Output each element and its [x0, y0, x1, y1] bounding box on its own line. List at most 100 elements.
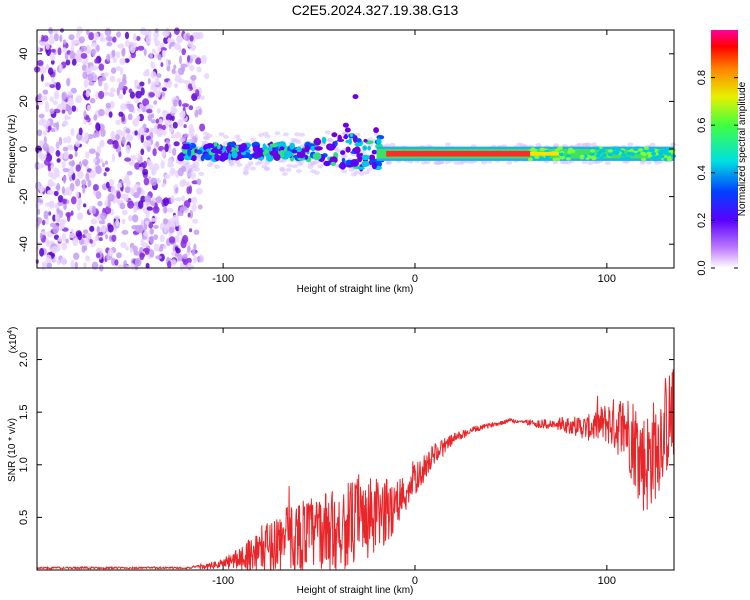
noise-point — [35, 182, 40, 190]
signal-envelope-point — [285, 167, 292, 172]
noise-point — [188, 126, 195, 136]
signal-envelope-point — [324, 130, 331, 135]
noise-point — [175, 247, 181, 254]
signal-envelope-point — [201, 140, 208, 145]
noise-point — [87, 73, 94, 82]
noise-point — [150, 119, 157, 124]
noise-point — [160, 160, 165, 169]
noise-point — [197, 31, 204, 40]
noise-point — [157, 53, 162, 61]
noise-point — [136, 187, 142, 195]
noise-point — [55, 185, 61, 190]
signal-envelope-point — [334, 148, 341, 153]
signal-envelope-point — [576, 142, 583, 147]
noise-point — [142, 98, 150, 107]
signal-envelope-point — [591, 142, 597, 147]
noise-point — [107, 224, 114, 233]
signal-envelope-point — [281, 172, 288, 176]
noise-point — [186, 186, 191, 195]
noise-point — [62, 39, 67, 45]
signal-blob — [616, 147, 621, 152]
noise-point — [61, 109, 66, 114]
signal-blob — [245, 153, 251, 157]
noise-point — [193, 243, 197, 251]
noise-point — [164, 173, 171, 179]
snr-y-label: SNR (10 * v/v) — [7, 418, 18, 482]
signal-blob — [196, 149, 203, 155]
signal-blob — [297, 150, 306, 159]
noise-point — [65, 238, 69, 244]
noise-point — [66, 77, 71, 87]
signal-blob — [646, 151, 652, 156]
noise-point — [121, 48, 126, 57]
noise-point — [109, 75, 116, 83]
noise-point — [159, 234, 165, 243]
noise-point — [101, 224, 107, 233]
noise-point — [111, 153, 116, 163]
signal-envelope-point — [296, 169, 302, 174]
signal-envelope-point — [444, 160, 451, 164]
noise-point — [140, 148, 145, 156]
noise-point — [97, 231, 104, 236]
noise-point — [196, 178, 202, 186]
noise-point — [182, 110, 186, 115]
noise-point — [168, 43, 172, 50]
noise-point — [75, 178, 81, 187]
signal-envelope-point — [262, 131, 269, 136]
snr-x-tick-label: 0 — [412, 575, 418, 587]
noise-point — [88, 80, 95, 86]
noise-point — [158, 86, 163, 91]
noise-point — [42, 142, 49, 151]
signal-envelope-point — [234, 134, 241, 139]
signal-blob — [262, 151, 267, 156]
noise-point — [56, 158, 61, 163]
noise-point — [108, 179, 115, 187]
noise-point — [150, 61, 156, 69]
noise-point — [47, 126, 52, 131]
noise-point — [179, 262, 184, 271]
noise-point — [49, 84, 55, 89]
noise-point — [127, 200, 135, 209]
signal-envelope-point — [627, 142, 634, 147]
noise-point — [120, 103, 127, 111]
signal-envelope-point — [307, 165, 314, 169]
signal-blob — [217, 144, 221, 149]
noise-point — [77, 170, 84, 179]
signal-envelope-point — [206, 163, 213, 168]
signal-blob — [314, 146, 323, 151]
noise-point — [51, 246, 58, 254]
noise-point — [141, 242, 149, 248]
noise-point — [191, 203, 197, 212]
noise-point — [90, 218, 98, 225]
noise-point — [45, 64, 50, 70]
noise-point — [53, 29, 59, 34]
signal-blob — [560, 155, 565, 160]
noise-point — [78, 57, 83, 63]
noise-point — [98, 90, 105, 100]
signal-envelope-point — [223, 134, 229, 139]
signal-envelope-point — [438, 160, 445, 165]
signal-ridge — [386, 150, 531, 157]
signal-envelope-point — [218, 132, 225, 137]
noise-point — [78, 127, 83, 136]
spectrogram-panel: -100 0 100 -40 -20 0 20 40 Height of straight l… — [7, 26, 677, 295]
noise-point — [110, 87, 116, 93]
noise-point — [41, 261, 48, 266]
noise-point — [39, 66, 47, 75]
signal-envelope-point — [247, 161, 254, 166]
signal-envelope-point — [506, 160, 513, 165]
snr-x-tick-label: -100 — [212, 575, 234, 587]
noise-point — [156, 90, 161, 97]
signal-blob — [194, 148, 198, 154]
noise-point — [156, 108, 161, 114]
noise-point — [163, 205, 168, 214]
noise-point — [65, 59, 71, 66]
signal-blob — [334, 140, 338, 147]
noise-point — [121, 229, 129, 235]
noise-point — [114, 140, 119, 149]
noise-point — [116, 66, 121, 71]
signal-envelope-point — [327, 138, 334, 143]
signal-envelope-point — [234, 159, 241, 164]
signal-envelope-point — [420, 160, 427, 165]
noise-point — [187, 83, 193, 90]
